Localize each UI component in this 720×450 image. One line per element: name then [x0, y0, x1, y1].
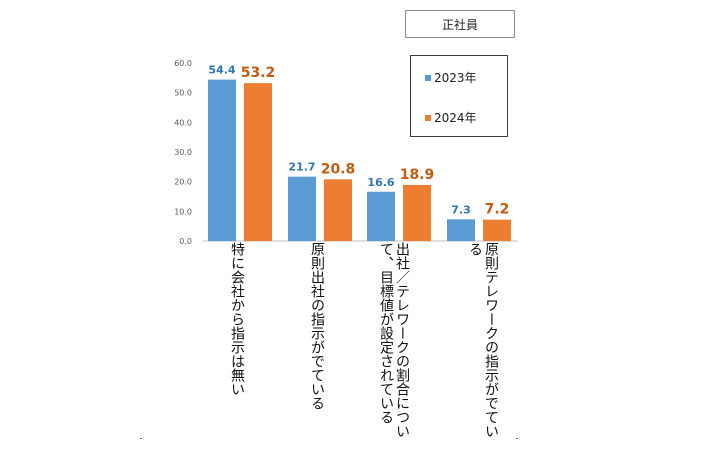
legend-label-2024: 2024年 [434, 111, 477, 125]
badge-label: 正社員 [441, 17, 478, 32]
bar-2023年-1 [208, 79, 236, 241]
bar-2024年-3 [403, 184, 431, 241]
bar-2023年-3 [367, 191, 395, 241]
legend-swatch-2023 [425, 74, 431, 81]
y-tick-label: 30.0 [174, 148, 192, 157]
y-tick-label: 40.0 [174, 118, 192, 127]
y-tick-label: 20.0 [174, 178, 192, 187]
data-label-2024年-3: 18.9 [400, 167, 435, 183]
bars [208, 79, 511, 241]
data-label-2023年-2: 21.7 [288, 161, 315, 174]
data-label-2024年-1: 53.2 [241, 65, 276, 81]
employee-type-badge: 正社員 [405, 10, 515, 38]
legend-item-2023: 2023年 [425, 69, 477, 86]
legend-label-2023: 2023年 [434, 71, 477, 85]
y-tick-label: 60.0 [174, 59, 192, 68]
category-label-2: 原則出社の指示がでている [309, 242, 325, 410]
legend-item-2024: 2024年 [425, 109, 477, 126]
data-label-2023年-3: 16.6 [367, 176, 394, 189]
y-tick-label: 50.0 [174, 89, 192, 98]
legend-swatch-2024 [425, 114, 431, 121]
data-label-2024年-4: 7.2 [485, 202, 510, 218]
bar-2023年-4 [447, 219, 475, 241]
data-label-2023年-1: 54.4 [208, 64, 235, 77]
category-label-1: 特に会社から指示は無い [229, 242, 245, 396]
data-labels: 54.4 21.7 16.6 7.3 53.2 20.8 18.9 7.2 [208, 64, 509, 218]
data-label-2024年-2: 20.8 [321, 161, 356, 177]
y-tick-label: 0.0 [179, 237, 192, 246]
category-label-3: 出社／テレワークの割合について、目標値が設定されている [378, 242, 410, 438]
data-label-2023年-4: 7.3 [451, 203, 471, 216]
bar-2024年-2 [324, 179, 352, 241]
bottom-tick-left [140, 438, 142, 439]
bar-2023年-2 [288, 176, 316, 241]
y-tick-label: 10.0 [174, 207, 192, 216]
bar-2024年-4 [483, 219, 511, 241]
y-tick-labels: 0.0 10.0 20.0 30.0 40.0 50.0 60.0 [174, 59, 192, 246]
legend: 2023年 2024年 [410, 55, 508, 137]
category-label-4: 原則テレワークの指示がでている [467, 242, 499, 438]
bar-2024年-1 [244, 83, 272, 241]
bottom-tick-right [516, 438, 518, 439]
